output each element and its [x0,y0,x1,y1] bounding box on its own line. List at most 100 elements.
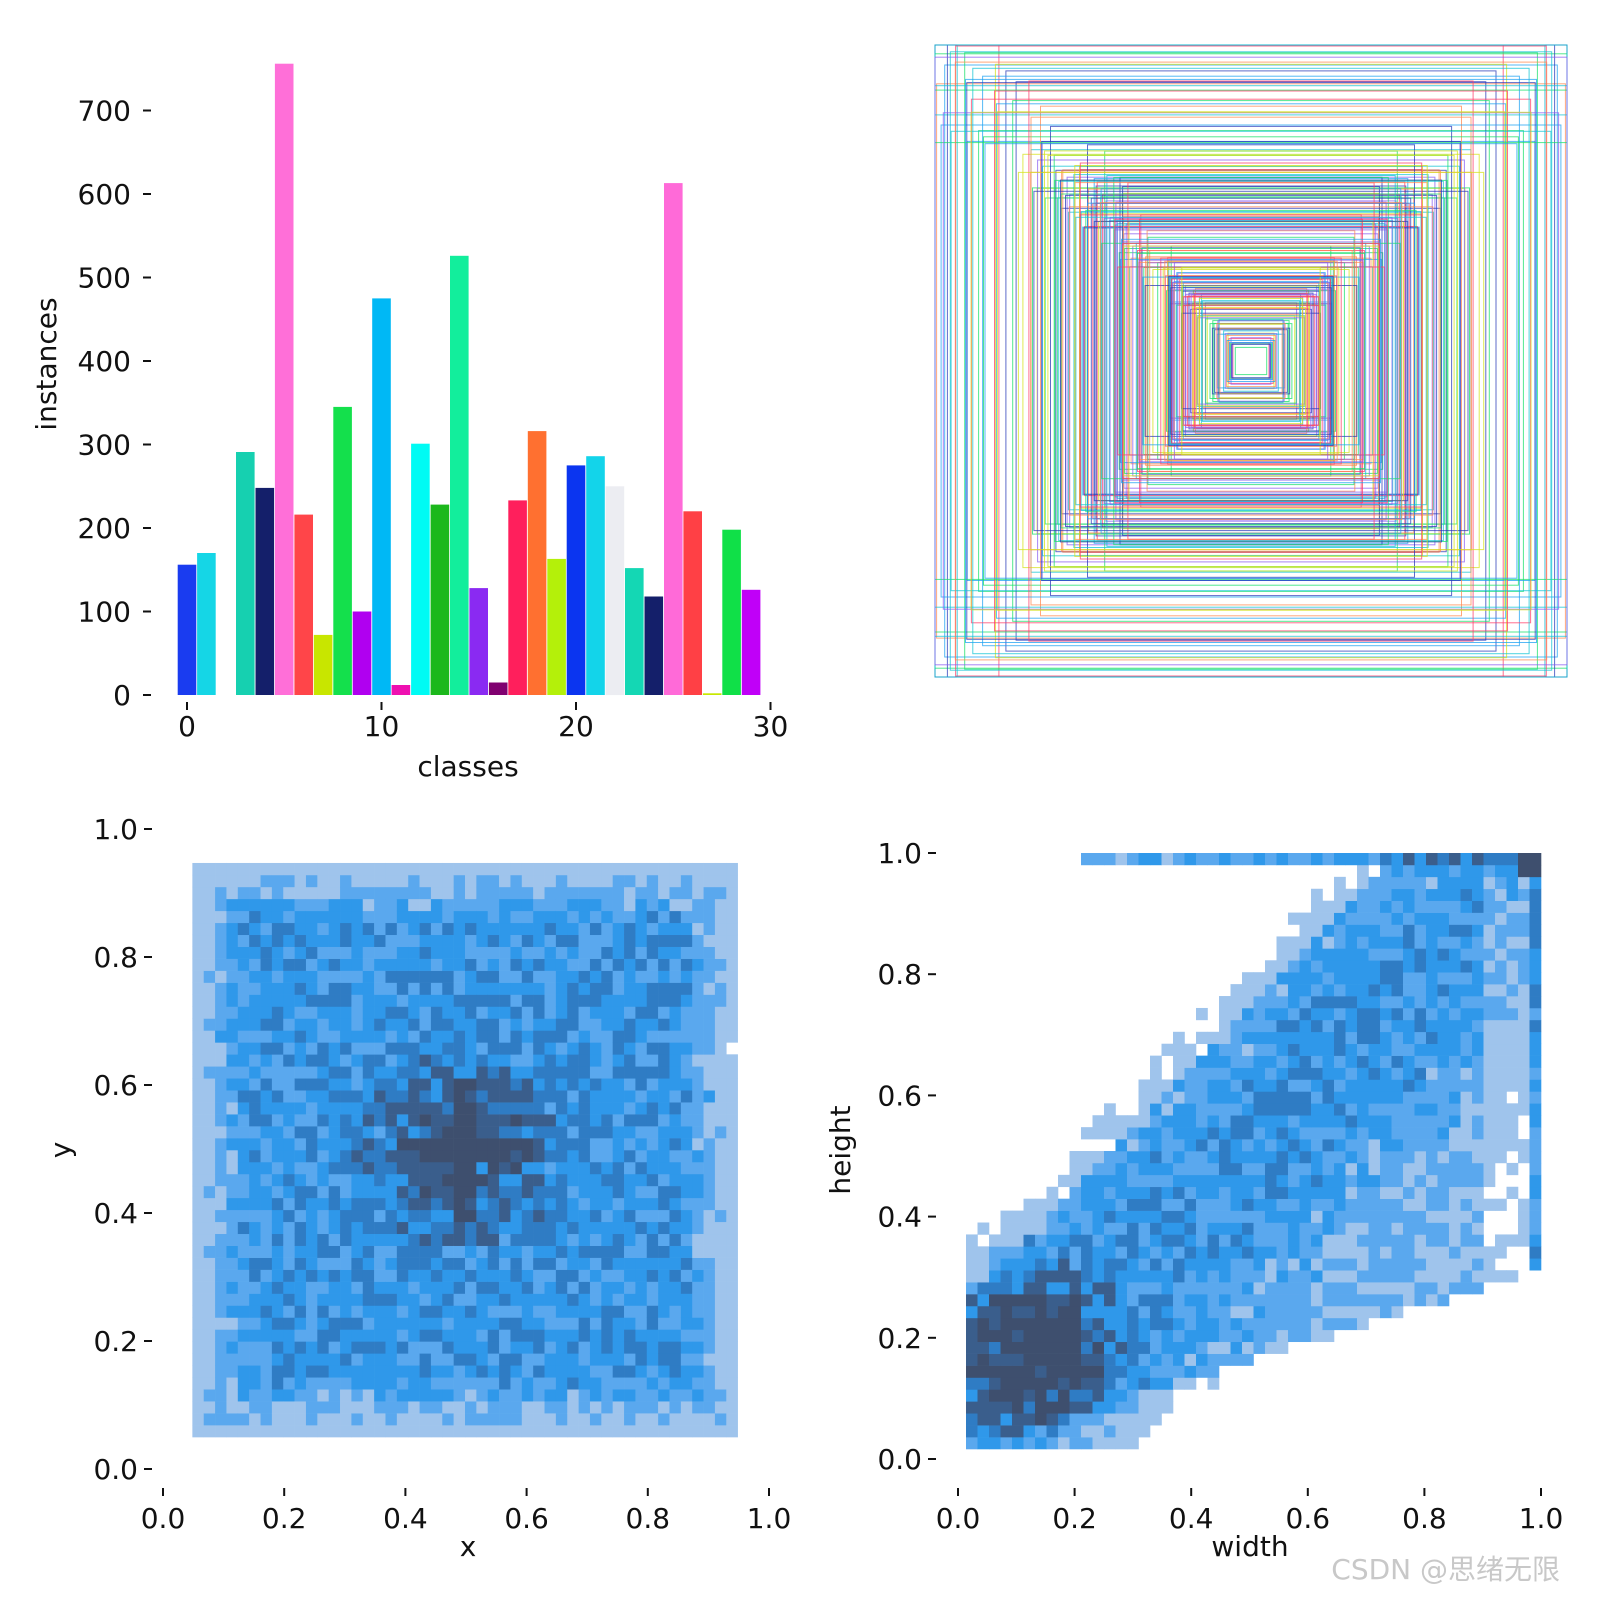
heatmap-cell [1138,1151,1151,1164]
xy-heatmap: 0.00.20.40.60.81.0 0.0 0.2 0.4 0.6 0.8 1.0 x … [44,813,791,1563]
heatmap-cell [1115,1258,1128,1271]
label-box [1149,250,1353,472]
heatmap-cell [396,1257,409,1270]
heatmap-cell [192,1353,205,1366]
heatmap-cell [624,1341,636,1354]
heatmap-cell [714,1293,727,1306]
heatmap-cell [1403,996,1415,1009]
heatmap-cell [612,898,625,912]
heatmap-cell [385,1377,398,1390]
heatmap-cell [1127,1127,1139,1140]
heatmap-cell [1403,1282,1415,1295]
heatmap-cell [215,1054,227,1067]
heatmap-cell [328,1042,341,1055]
heatmap-cell [408,874,420,888]
heatmap-cell [1368,1055,1381,1068]
label-box [1228,338,1274,384]
heatmap-cell [1161,1115,1174,1128]
heatmap-cell [658,1401,670,1414]
heatmap-cell [1322,912,1335,925]
heatmap-cell [703,1126,716,1139]
heatmap-cell [305,1269,318,1282]
heatmap-cell [203,1425,216,1438]
heatmap-cell [1069,1329,1082,1343]
label-box [1146,230,1356,492]
heatmap-cell [317,1353,329,1366]
heatmap-cell [1380,984,1392,997]
heatmap-cell [351,1185,364,1199]
heatmap-cell [294,994,307,1007]
heatmap-cell [283,1245,295,1258]
heatmap-cell [192,1305,205,1318]
heatmap-cell [305,1413,318,1426]
heatmap-cell [1230,984,1243,997]
heatmap-cell [385,1257,398,1270]
bar-class-21 [586,456,605,695]
heatmap-cell [328,1209,341,1223]
heatmap-cell [658,1126,670,1139]
heatmap-cell [1069,1234,1082,1247]
heatmap-cell [1276,996,1289,1009]
heatmap-cell [567,862,579,876]
heatmap-cell [624,1365,636,1378]
heatmap-cell [635,1078,648,1091]
heatmap-cell [1023,1270,1036,1283]
heatmap-cell [453,1425,466,1438]
bar-class-28 [722,529,741,695]
heatmap-cell [499,1233,511,1246]
heatmap-cell [658,1341,670,1354]
heatmap-cell [1403,1055,1415,1068]
heatmap-cell [601,1173,613,1187]
heatmap-cell [714,1173,727,1187]
heatmap-cell [1414,864,1427,878]
heatmap-cell [340,1042,352,1055]
heatmap-cell [1058,1198,1070,1211]
heatmap-cell [703,1114,716,1127]
heatmap-cell [1518,936,1530,949]
label-box [1176,272,1326,450]
heatmap-cell [215,1281,227,1294]
heatmap-cell [396,946,409,959]
heatmap-cell [1334,1270,1346,1283]
heatmap-cell [442,1281,454,1294]
heatmap-cell [487,1042,500,1055]
heatmap-cell [658,1233,670,1246]
heatmap-cell [1023,1246,1036,1259]
heatmap-cell [555,1377,568,1390]
heatmap-cell [1357,948,1369,961]
heatmap-cell [1437,1091,1450,1104]
heatmap-cell [1012,1294,1024,1307]
heatmap-cell [396,1317,409,1330]
heatmap-cell [669,1401,682,1414]
heatmap-cell [1357,1270,1369,1283]
heatmap-cell [192,1401,205,1414]
heatmap-cell [340,922,352,936]
heatmap-cell [340,886,352,900]
heatmap-cell [1012,1305,1024,1319]
heatmap-cell [1380,924,1392,937]
heatmap-cell [669,1114,682,1127]
heatmap-cell [1391,1258,1404,1271]
heatmap-cell [260,970,273,983]
heatmap-cell [351,1006,364,1019]
heatmap-cell [1000,1234,1013,1247]
heatmap-cell [430,1329,443,1342]
heatmap-cell [1357,984,1369,997]
heatmap-cell [1334,1222,1346,1235]
heatmap-cell [1334,948,1346,961]
heatmap-cell [589,1389,602,1402]
heatmap-cell [408,1042,420,1055]
heatmap-cell [328,982,341,995]
heatmap-cell [1023,1210,1036,1223]
heatmap-cell [589,898,602,912]
heatmap-cell [1368,1162,1381,1176]
label-box [1115,201,1387,521]
heatmap-cell [1357,1067,1369,1080]
heatmap-cell [1506,912,1519,925]
heatmap-cell [419,1054,432,1067]
heatmap-cell [249,934,261,947]
heatmap-cell [1069,1222,1082,1235]
heatmap-cell [714,1317,727,1330]
heatmap-cell [1115,1413,1128,1426]
heatmap-cell [703,1401,716,1414]
